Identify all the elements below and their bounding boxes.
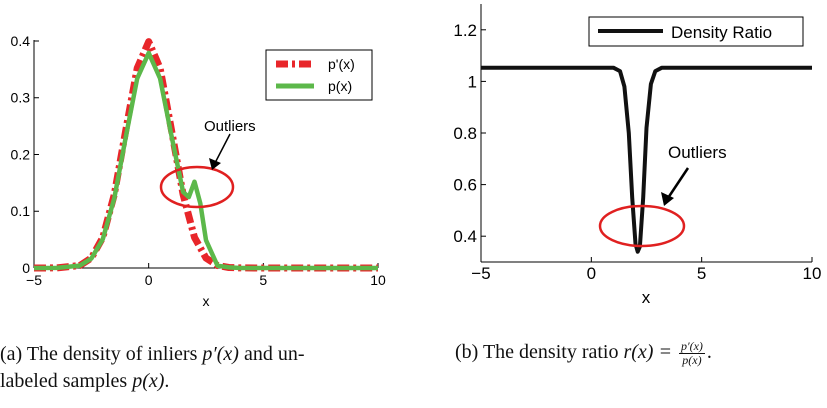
outlier-arrow — [214, 133, 231, 164]
legend-box — [265, 49, 373, 101]
caption-a-line1: (a) The density of inliers p′(x) and un- — [0, 343, 305, 365]
x-axis-label: x — [642, 288, 651, 307]
outlier-arrow-head — [661, 192, 674, 206]
x-tick-label: 10 — [803, 264, 822, 283]
series-line-p — [34, 50, 378, 271]
x-axis-label: x — [203, 293, 210, 309]
series-line-density-ratio — [481, 65, 812, 254]
legend: p'(x) p(x) — [265, 49, 373, 101]
y-tick-label: 0.4 — [453, 227, 477, 246]
y-tick-label: 0 — [22, 260, 30, 276]
x-tick-label: 0 — [145, 272, 153, 288]
legend-label-p-prime: p'(x) — [328, 56, 355, 72]
y-tick-label: 0.3 — [11, 90, 31, 106]
x-tick-label: 5 — [259, 272, 267, 288]
x-tick-label: −5 — [26, 272, 42, 288]
chart-b: −5 0 5 10 0.4 0.6 0.8 1 1.2 Density Ratio Outlie… — [453, 4, 822, 307]
caption-b: (b) The density ratio r(x) = p′(x) p(x). — [455, 338, 712, 367]
x-tick-label: 10 — [370, 272, 386, 288]
outlier-ellipse — [598, 204, 686, 248]
x-tick-label: 5 — [697, 264, 706, 283]
y-tick-label: 0.2 — [11, 146, 31, 162]
y-tick-label: 0.8 — [453, 124, 477, 143]
outlier-label: Outliers — [668, 143, 727, 162]
caption-a-line2: labeled samples p(x). — [0, 370, 170, 392]
y-tick-label: 1.2 — [453, 21, 477, 40]
x-tick-label: −5 — [471, 264, 490, 283]
caption-a: (a) The density of inliers p′(x) and un-… — [0, 341, 420, 395]
legend: Density Ratio — [588, 16, 804, 47]
outlier-ellipse — [159, 165, 235, 209]
legend-label-density-ratio: Density Ratio — [671, 23, 772, 42]
outlier-label: Outliers — [204, 118, 256, 135]
y-tick-label: 0.6 — [453, 176, 477, 195]
outlier-arrow — [666, 167, 690, 199]
y-tick-label: 0.1 — [11, 203, 31, 219]
x-tick-label: 0 — [587, 264, 596, 283]
ratio-fraction: p′(x) p(x) — [678, 338, 705, 367]
legend-label-p: p(x) — [328, 78, 352, 94]
outlier-arrow-head — [209, 158, 221, 170]
y-tick-label: 1 — [468, 72, 477, 91]
y-tick-label: 0.4 — [11, 33, 31, 49]
